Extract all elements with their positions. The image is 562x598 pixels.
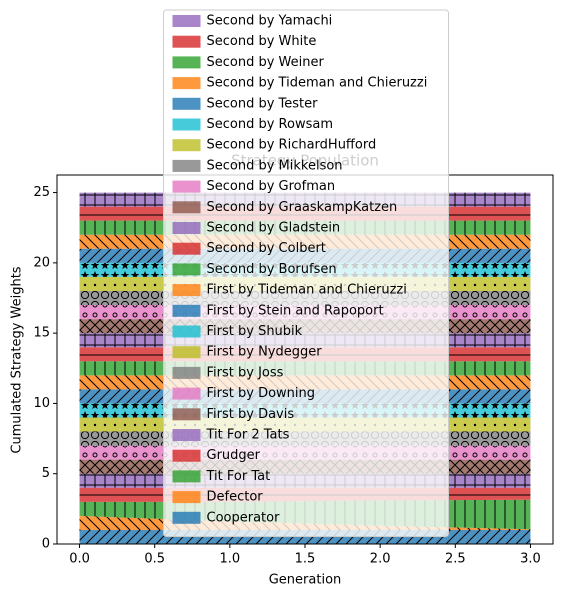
legend-label: Second by Colbert [207,241,326,256]
legend-swatch [172,201,201,214]
legend-swatch [172,366,201,379]
legend-label: First by Stein and Rapoport [207,303,384,318]
legend-swatch [172,304,201,317]
x-tick-label: 1.5 [295,552,316,567]
y-axis-label: Cumulated Strategy Weights [10,266,25,453]
y-tick-label: 20 [33,255,50,270]
legend-swatch [172,118,201,131]
legend-label: Second by Mikkelson [207,158,343,173]
legend-swatch [172,511,201,524]
x-tick-label: 0.5 [144,552,165,567]
legend-label: Second by GraaskampKatzen [207,200,398,215]
legend-label: Second by Gladstein [207,221,341,236]
legend-box [163,9,449,537]
x-tick-label: 2.5 [445,552,466,567]
legend-swatch [172,325,201,338]
legend-swatch [172,97,201,110]
legend-swatch [172,470,201,483]
x-tick-label: 1.0 [220,552,241,567]
legend-label: Second by Rowsam [207,117,334,132]
y-tick-label: 10 [33,396,50,411]
legend-label: Cooperator [207,510,281,525]
legend-label: Second by Tester [207,96,319,111]
legend-swatch [172,242,201,255]
x-tick-label: 0.0 [69,552,90,567]
legend-label: Tit For Tat [206,469,271,484]
x-tick-label: 2.0 [370,552,391,567]
legend-swatch [172,15,201,27]
legend-swatch [172,56,201,69]
legend-label: Second by Grofman [207,179,336,194]
legend-swatch [172,491,201,504]
legend-swatch [172,408,201,421]
x-tick-label: 3.0 [520,552,541,567]
legend-label: First by Nydegger [207,345,323,360]
legend-swatch [172,263,201,276]
legend-label: First by Davis [207,407,295,422]
legend-label: First by Joss [207,365,284,380]
legend-label: Second by RichardHufford [207,138,377,153]
legend-label: Grudger [207,448,261,463]
y-tick-label: 0 [42,537,50,552]
legend-swatch [172,387,201,400]
legend-label: First by Tideman and Chieruzzi [207,283,407,298]
legend-label: First by Downing [207,386,316,401]
legend-swatch [172,346,201,359]
legend-label: Second by Weiner [207,55,325,70]
legend-label: Defector [207,490,264,505]
legend-label: First by Shubik [207,324,303,339]
legend-label: Second by Borufsen [207,262,337,277]
x-axis-label: Generation [269,573,342,588]
legend-swatch [172,180,201,193]
legend-label: Second by Tideman and Chieruzzi [207,76,428,91]
y-tick-label: 5 [42,466,50,481]
legend-swatch [172,284,201,297]
legend-swatch [172,449,201,462]
legend: Second by Yamachi Second by White Second b… [163,9,449,537]
legend-swatch [172,77,201,90]
legend-label: Tit For 2 Tats [206,428,290,443]
legend-label: Second by Yamachi [207,14,333,29]
legend-swatch [172,35,201,48]
legend-label: Second by White [207,34,317,49]
y-tick-label: 15 [33,326,50,341]
legend-swatch [172,429,201,441]
legend-swatch [172,222,201,234]
legend-swatch [172,159,201,172]
legend-swatch [172,139,201,152]
y-tick-label: 25 [33,185,50,200]
